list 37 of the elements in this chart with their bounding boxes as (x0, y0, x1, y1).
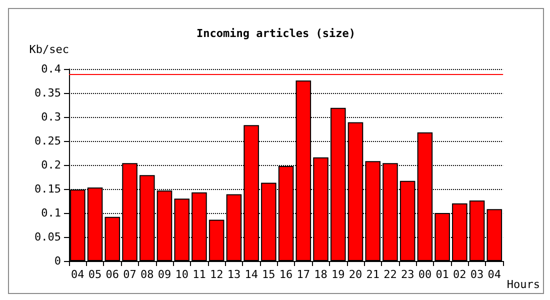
x-tick-label: 06 (106, 268, 120, 281)
x-tick-label: 23 (400, 268, 414, 281)
x-tick-label: 04 (71, 268, 85, 281)
y-tick-label: 0.25 (34, 134, 61, 148)
x-tick-label: 00 (418, 268, 432, 281)
y-tick-label: 0 (54, 254, 61, 268)
x-tick-label: 05 (88, 268, 102, 281)
x-tick-label: 21 (366, 268, 380, 281)
x-tick-label: 11 (192, 268, 206, 281)
x-tick-label: 03 (470, 268, 484, 281)
x-tick-label: 20 (348, 268, 362, 281)
x-tick-label: 16 (279, 268, 293, 281)
x-tick-label: 15 (262, 268, 276, 281)
x-tick-label: 19 (332, 268, 345, 281)
y-axis-title: Kb/sec (29, 43, 69, 56)
x-axis-title: Hours (506, 278, 540, 291)
x-tick-label: 07 (123, 268, 136, 281)
x-tick-label: 22 (384, 268, 397, 281)
y-tick-label: 0.1 (41, 206, 61, 220)
x-tick-label: 08 (140, 268, 154, 281)
x-tick-label: 17 (296, 268, 310, 281)
x-tick-label: 18 (314, 268, 328, 281)
y-tick-label: 0.15 (34, 182, 61, 196)
x-tick-label: 02 (453, 268, 466, 281)
x-tick-label: 14 (244, 268, 258, 281)
y-tick-label: 0.35 (34, 86, 61, 100)
y-tick-label: 0.2 (41, 158, 61, 172)
chart-title: Incoming articles (size) (196, 27, 356, 40)
x-tick-label: 12 (210, 268, 224, 281)
y-tick-label: 0.3 (41, 110, 61, 124)
x-tick-label: 09 (158, 268, 172, 281)
x-tick-label: 01 (436, 268, 449, 281)
x-tick-label: 13 (227, 268, 241, 281)
x-tick-label: 10 (175, 268, 188, 281)
x-tick-label: 04 (488, 268, 502, 281)
y-tick-label: 0.4 (41, 62, 62, 76)
y-tick-label: 0.05 (34, 230, 61, 244)
